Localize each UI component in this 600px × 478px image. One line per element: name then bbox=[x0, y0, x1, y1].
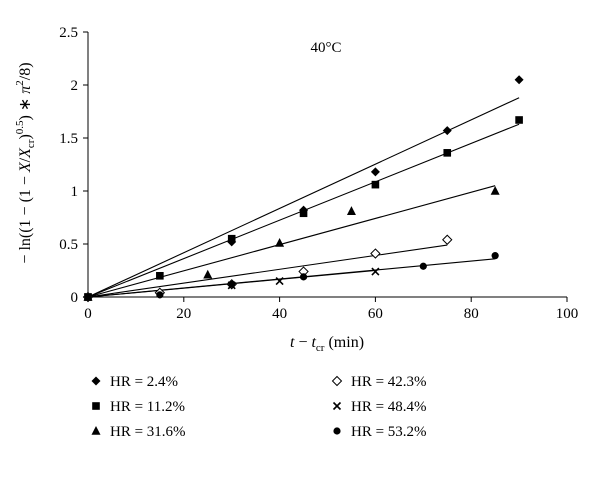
legend-item: HR = 11.2% bbox=[92, 399, 185, 415]
data-point-series-2 bbox=[156, 272, 164, 280]
data-point-series-1 bbox=[514, 75, 524, 85]
x-tick-label: 20 bbox=[176, 306, 191, 322]
y-tick-label: 2.5 bbox=[59, 25, 78, 41]
legend-item: HR = 53.2% bbox=[333, 424, 427, 440]
data-point-series-3 bbox=[490, 186, 500, 195]
legend-marker bbox=[92, 402, 100, 410]
marker-stroke bbox=[371, 267, 380, 276]
y-tick-label: 0 bbox=[71, 290, 79, 306]
data-point-series-5 bbox=[275, 277, 284, 286]
marker-stroke bbox=[275, 277, 284, 286]
legend-marker bbox=[333, 427, 341, 435]
y-axis-label: − ln((1 − (1 − X/Xcr)0.5) ∗ π2/8) bbox=[14, 62, 37, 263]
legend-label: HR = 48.4% bbox=[351, 399, 427, 415]
marker-stroke bbox=[332, 401, 342, 411]
x-tick-label: 40 bbox=[272, 306, 287, 322]
data-point-series-6 bbox=[299, 273, 308, 281]
legend-item: HR = 2.4% bbox=[91, 374, 178, 390]
data-points bbox=[82, 75, 524, 303]
data-point-series-2 bbox=[227, 234, 236, 243]
legend-marker bbox=[91, 426, 101, 435]
legend: HR = 2.4% HR = 11.2% HR = 31.6% HR = 42.3% H… bbox=[91, 374, 427, 440]
data-point-series-6 bbox=[156, 291, 164, 299]
data-point-series-2 bbox=[299, 209, 308, 218]
data-point-series-3 bbox=[346, 206, 356, 215]
y-tick-label: 1 bbox=[71, 184, 79, 200]
data-point-series-2 bbox=[515, 116, 523, 124]
legend-label: HR = 11.2% bbox=[110, 399, 185, 415]
x-tick-label: 60 bbox=[368, 306, 383, 322]
legend-item: HR = 48.4% bbox=[332, 399, 427, 415]
legend-marker bbox=[332, 401, 342, 411]
fit-line-series-3 bbox=[87, 185, 496, 298]
x-axis-label: t − tcr (min) bbox=[290, 334, 364, 354]
data-point-series-6 bbox=[228, 280, 236, 288]
legend-label: HR = 2.4% bbox=[110, 374, 178, 390]
y-tick-label: 0.5 bbox=[59, 237, 78, 253]
x-tick-label: 100 bbox=[556, 306, 579, 322]
temperature-annotation: 40°C bbox=[310, 40, 341, 56]
fit-line-series-4 bbox=[87, 244, 448, 298]
legend-marker bbox=[91, 376, 101, 386]
legend-label: HR = 31.6% bbox=[110, 424, 186, 440]
data-point-series-5 bbox=[371, 267, 380, 276]
data-point-series-4 bbox=[370, 248, 381, 259]
legend-marker bbox=[331, 375, 343, 387]
data-point-series-6 bbox=[84, 293, 92, 301]
data-point-series-1 bbox=[370, 167, 380, 177]
x-tick-label: 80 bbox=[464, 306, 479, 322]
legend-label: HR = 53.2% bbox=[351, 424, 427, 440]
axes bbox=[87, 32, 567, 298]
legend-label: HR = 42.3% bbox=[351, 374, 427, 390]
data-point-series-3 bbox=[203, 269, 213, 279]
data-point-series-1 bbox=[442, 126, 452, 136]
x-tick-label: 0 bbox=[84, 306, 92, 322]
data-point-series-2 bbox=[443, 149, 452, 157]
data-point-series-6 bbox=[491, 252, 499, 260]
ticks: 0 20 40 60 80 100 0 0.5 1 1.5 2 2.5 bbox=[59, 25, 578, 322]
data-point-series-3 bbox=[275, 237, 285, 247]
data-point-series-2 bbox=[371, 180, 380, 189]
fit-line-series-6 bbox=[87, 258, 496, 298]
legend-item: HR = 31.6% bbox=[91, 424, 186, 440]
y-tick-label: 1.5 bbox=[59, 131, 78, 147]
data-point-series-4 bbox=[442, 234, 453, 245]
y-tick-label: 2 bbox=[71, 78, 79, 94]
legend-item: HR = 42.3% bbox=[331, 374, 427, 390]
data-point-series-6 bbox=[419, 262, 427, 270]
